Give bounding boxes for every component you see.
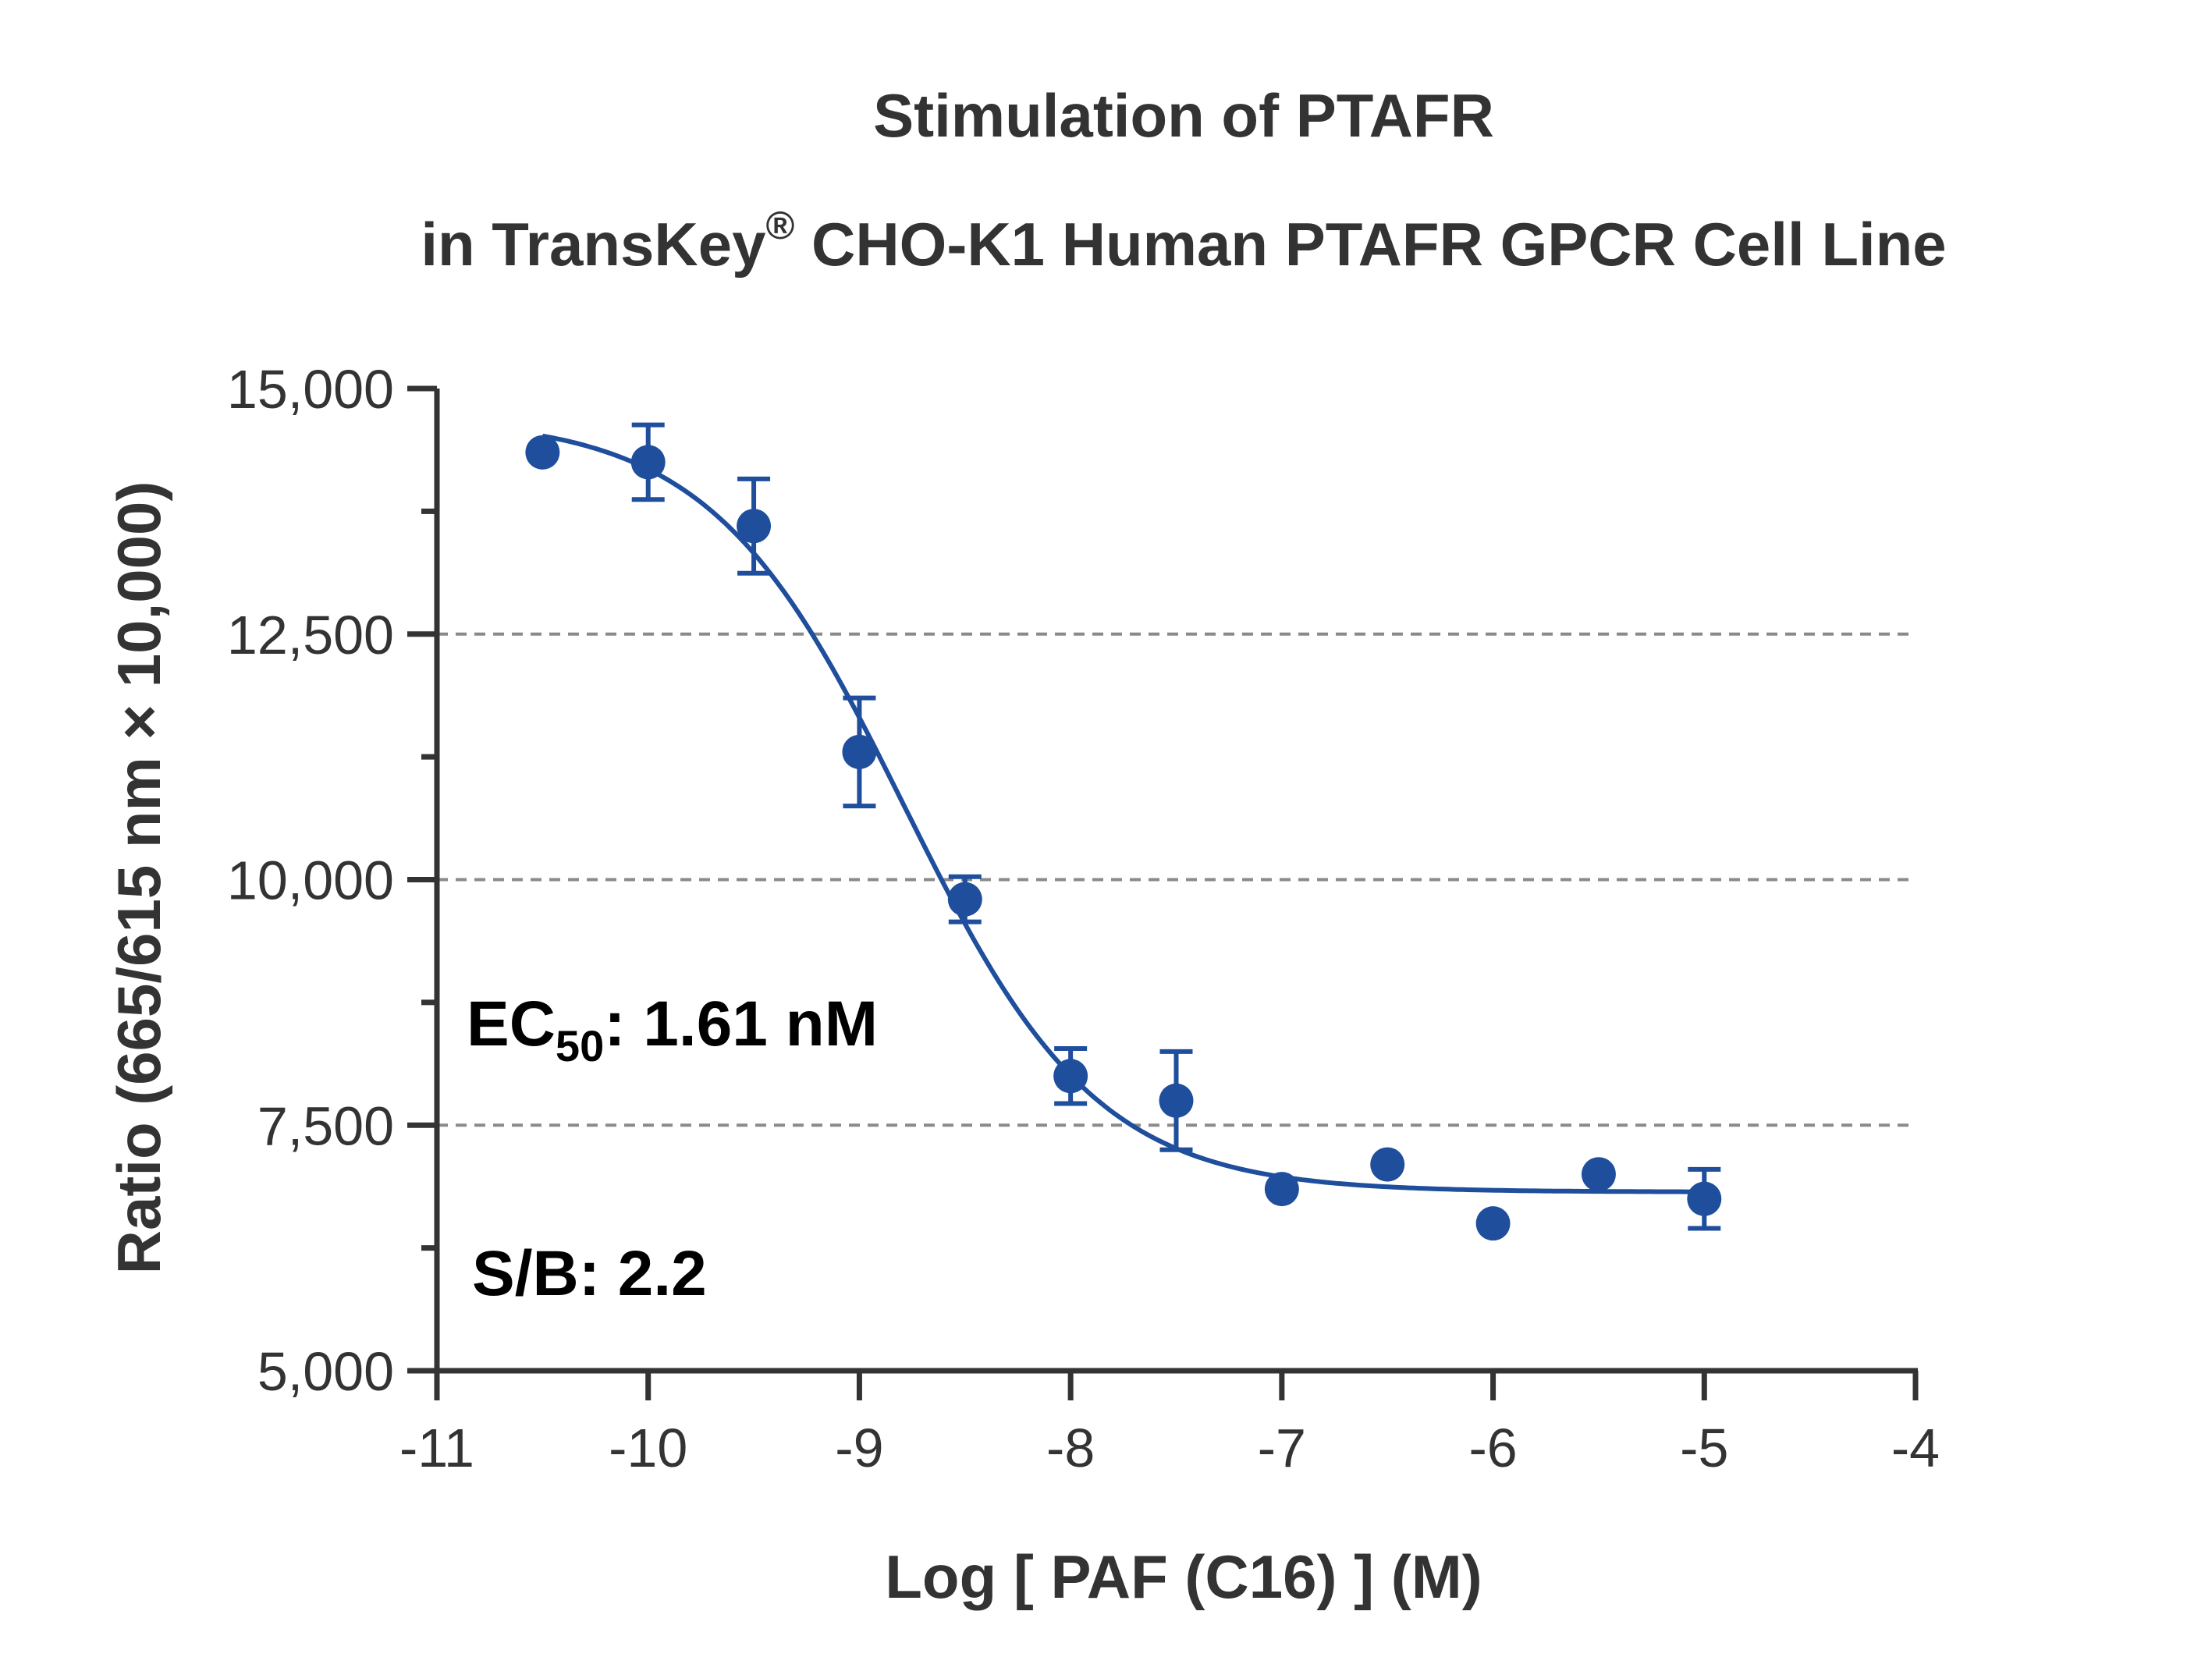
chart-title-line-2: in TransKey® CHO-K1 Human PTAFR GPCR Cel… xyxy=(421,204,1946,279)
data-point xyxy=(1370,1147,1405,1182)
data-point xyxy=(1264,1172,1299,1207)
data-point xyxy=(1581,1157,1616,1192)
y-tick-label: 7,500 xyxy=(257,1095,394,1156)
data-point xyxy=(842,734,877,769)
data-point xyxy=(737,509,772,544)
x-tick-label: -4 xyxy=(1891,1418,1940,1478)
x-tick-label: -10 xyxy=(609,1418,687,1478)
y-tick-label: 12,500 xyxy=(227,605,394,665)
title-line-2-end: CHO-K1 Human PTAFR GPCR Cell Line xyxy=(794,210,1946,279)
data-point xyxy=(1053,1059,1088,1094)
fit-curve xyxy=(541,433,1705,1194)
y-tick-label: 15,000 xyxy=(227,359,394,420)
chart-title-line-1: Stimulation of PTAFR xyxy=(873,81,1494,150)
x-tick-label: -8 xyxy=(1046,1418,1095,1478)
data-points xyxy=(525,422,1722,1241)
y-axis-title: Ratio (665/615 nm × 10,000) xyxy=(105,481,173,1275)
x-tick-label: -6 xyxy=(1468,1418,1517,1478)
data-point xyxy=(1687,1181,1722,1216)
signal-background-annotation: S/B: 2.2 xyxy=(472,1238,707,1309)
data-point xyxy=(1475,1206,1511,1241)
data-point xyxy=(1159,1083,1194,1118)
ec50-subscript: 50 xyxy=(556,1021,604,1070)
y-tick-label: 5,000 xyxy=(257,1341,394,1402)
ec50-annotation: EC50: 1.61 nM xyxy=(467,988,878,1070)
fit-curve-group xyxy=(541,433,1705,1194)
ec50-prefix: EC xyxy=(467,988,556,1059)
x-tick-label: -5 xyxy=(1680,1418,1728,1478)
data-point xyxy=(630,445,666,480)
data-point xyxy=(525,435,560,470)
data-point xyxy=(947,882,982,917)
x-tick-label: -11 xyxy=(399,1418,474,1478)
x-axis-title: Log [ PAF (C16) ] (M) xyxy=(885,1542,1482,1611)
registered-mark: ® xyxy=(766,204,795,247)
title-line-2-start: in TransKey xyxy=(421,210,765,279)
axes: 5,000 7,500 10,000 12,500 15,000 -11 -10 -9 -8 -7… xyxy=(227,359,1940,1478)
y-tick-label: 10,000 xyxy=(227,850,394,911)
ec50-value: : 1.61 nM xyxy=(604,988,878,1059)
x-tick-label: -7 xyxy=(1258,1418,1306,1478)
x-tick-label: -9 xyxy=(835,1418,883,1478)
